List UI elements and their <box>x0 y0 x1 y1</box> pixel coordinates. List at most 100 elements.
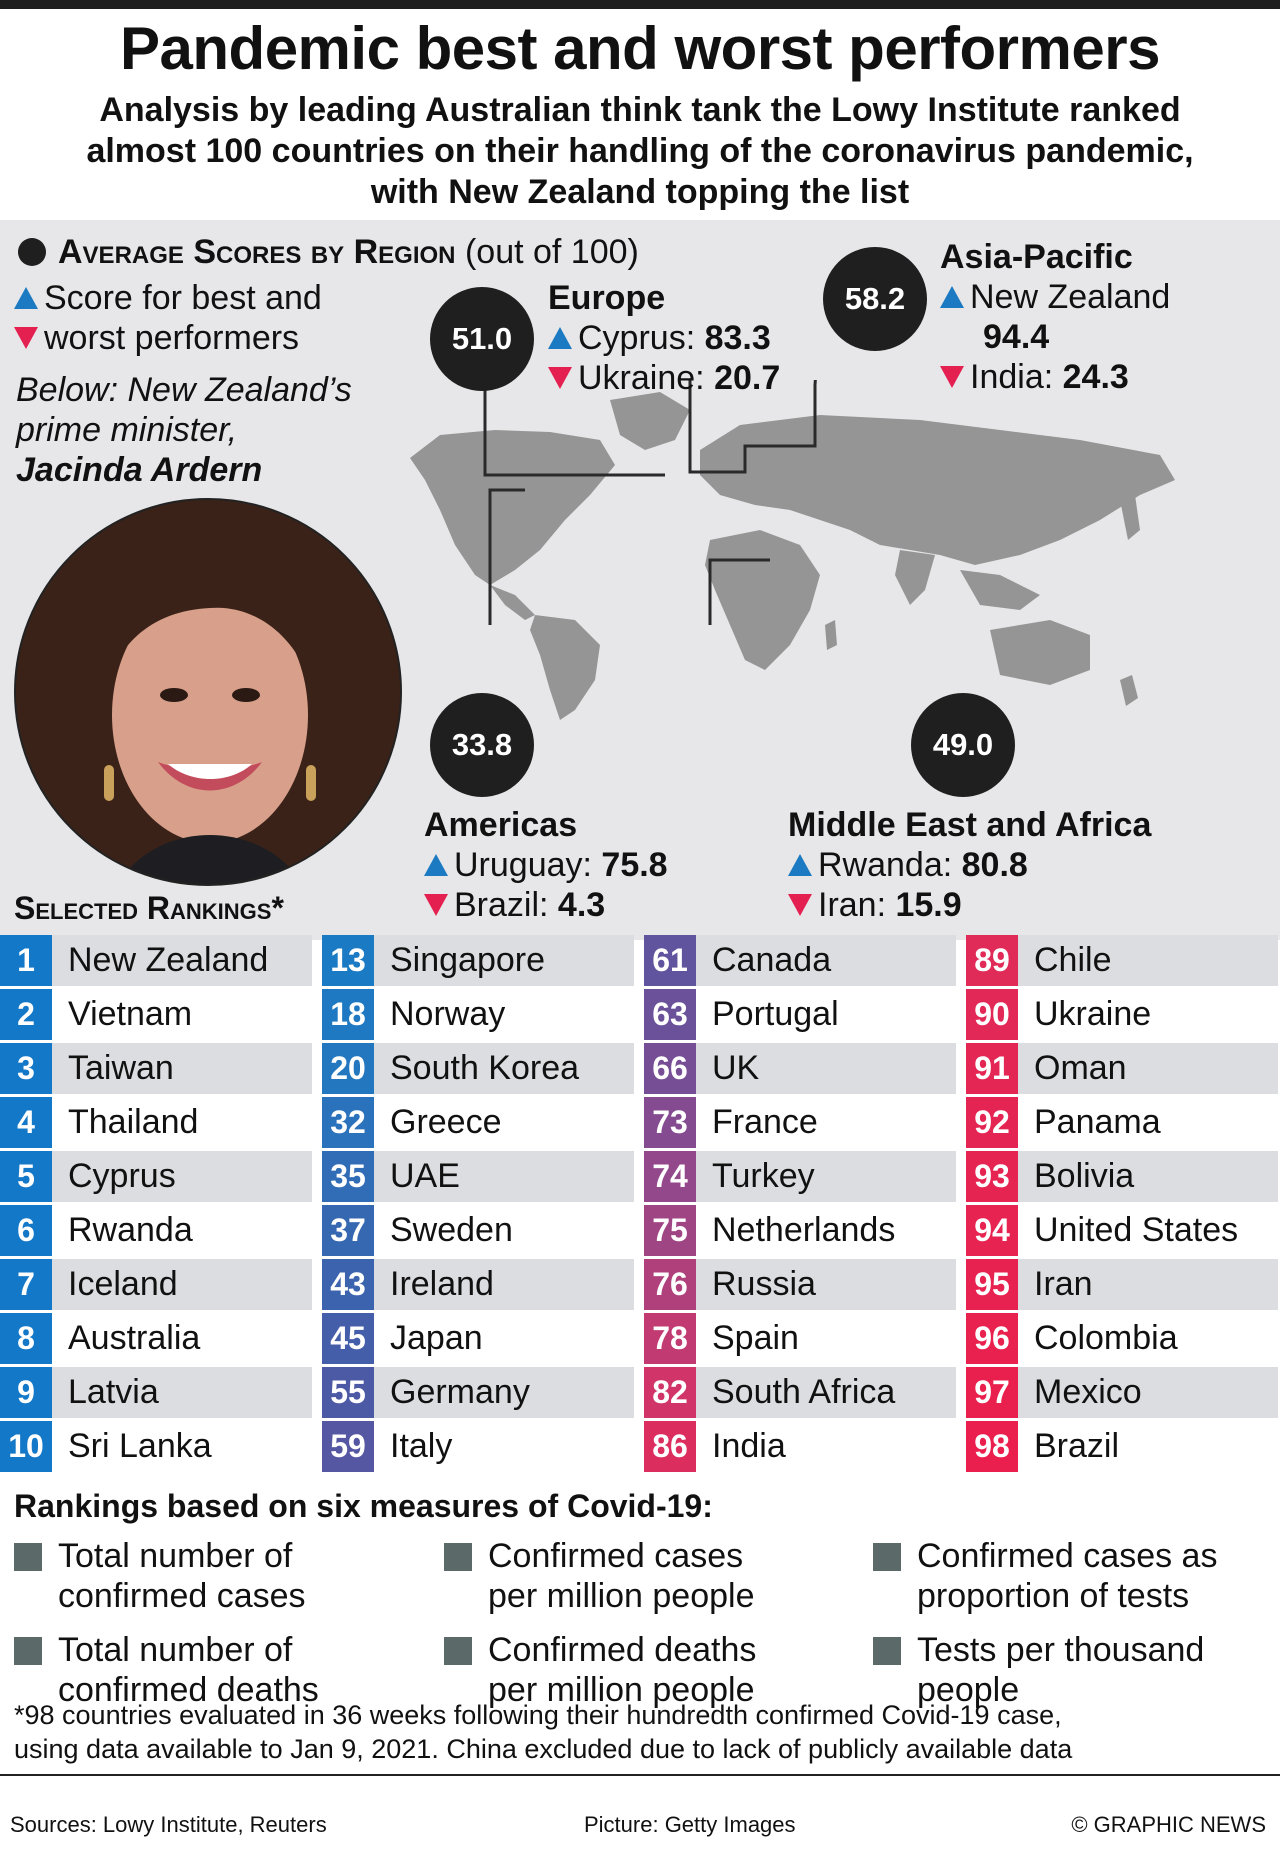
worst-country: India: <box>970 358 1063 396</box>
legend-text: worst performers <box>44 319 300 357</box>
country-name: Vietnam <box>68 995 193 1033</box>
subtitle-line: with New Zealand topping the list <box>370 173 910 211</box>
worst-score: 15.9 <box>895 886 962 924</box>
rank-number: 7 <box>0 1259 52 1310</box>
rank-number: 95 <box>966 1259 1018 1310</box>
footnote-line: *98 countries evaluated in 36 weeks foll… <box>14 1700 1062 1730</box>
region-name: Europe <box>548 279 666 317</box>
rank-number: 97 <box>966 1367 1018 1418</box>
rank-number: 20 <box>322 1043 374 1094</box>
best-worst-legend: Score for best and worst performers <box>14 278 322 358</box>
worst-score: 4.3 <box>557 886 606 924</box>
americas-score-circle: 33.8 <box>430 693 534 797</box>
map-india <box>895 550 935 605</box>
square-icon <box>444 1637 472 1665</box>
measure-text: per million people <box>488 1577 755 1615</box>
country-name: New Zealand <box>52 935 312 986</box>
rank-number: 18 <box>322 989 374 1040</box>
rank-number: 6 <box>0 1205 52 1256</box>
ranking-row: 98 Brazil <box>966 1421 1278 1475</box>
map-new-zealand <box>1120 675 1138 706</box>
triangle-down-icon <box>788 894 812 917</box>
best-country: New Zealand <box>970 278 1171 316</box>
map-europe-asia <box>700 415 1175 565</box>
ranking-row: 63 Portugal <box>644 989 956 1043</box>
country-name: Italy <box>390 1427 453 1465</box>
country-name: Colombia <box>1034 1319 1178 1357</box>
country-name: Bolivia <box>1018 1151 1278 1202</box>
country-name: Netherlands <box>712 1211 896 1249</box>
rank-number: 37 <box>322 1205 374 1256</box>
rank-number: 75 <box>644 1205 696 1256</box>
ranking-row: 78 Spain <box>644 1313 956 1367</box>
square-icon <box>873 1637 901 1665</box>
worst-country: Brazil: <box>454 886 558 924</box>
ranking-row: 1 New Zealand <box>0 935 312 989</box>
rankings-title: Selected Rankings* <box>14 890 284 926</box>
ranking-row: 55 Germany <box>322 1367 634 1421</box>
measure-item: Tests per thousand people <box>873 1630 1204 1710</box>
country-name: Ireland <box>374 1259 634 1310</box>
country-name: Greece <box>390 1103 502 1141</box>
worst-score: 20.7 <box>714 359 781 397</box>
rank-number: 91 <box>966 1043 1018 1094</box>
americas-label-block: Americas Uruguay: 75.8 Brazil: 4.3 <box>424 805 668 925</box>
footnote-line: using data available to Jan 9, 2021. Chi… <box>14 1734 1073 1764</box>
rank-number: 2 <box>0 989 52 1040</box>
ranking-row: 18 Norway <box>322 989 634 1043</box>
measure-text: proportion of tests <box>917 1577 1190 1615</box>
region-name: Middle East and Africa <box>788 806 1152 844</box>
measures-title: Rankings based on six measures of Covid-… <box>14 1488 713 1524</box>
rank-number: 90 <box>966 989 1018 1040</box>
rank-number: 32 <box>322 1097 374 1148</box>
rank-number: 8 <box>0 1313 52 1364</box>
ranking-row: 91 Oman <box>966 1043 1278 1097</box>
measure-text: confirmed cases <box>58 1577 306 1615</box>
worst-score: 24.3 <box>1062 358 1129 396</box>
rank-number: 9 <box>0 1367 52 1418</box>
ranking-row: 94 United States <box>966 1205 1278 1259</box>
asia-label-block: Asia-Pacific New Zealand 94.4 India: 24.… <box>940 237 1170 397</box>
rank-number: 13 <box>322 935 374 986</box>
rank-number: 10 <box>0 1421 52 1472</box>
ranking-row: 8 Australia <box>0 1313 312 1367</box>
worst-country: Ukraine: <box>578 359 715 397</box>
legend-text: Score for best and <box>44 279 322 317</box>
measure-item: Total number of confirmed deaths <box>14 1630 319 1710</box>
rank-number: 82 <box>644 1367 696 1418</box>
asia-leader-line <box>688 380 817 474</box>
ranking-row: 59 Italy <box>322 1421 634 1475</box>
rank-number: 78 <box>644 1313 696 1364</box>
map-southeast-asia <box>960 570 1040 610</box>
map-north-america <box>410 430 615 585</box>
ranking-row: 66 UK <box>644 1043 956 1097</box>
triangle-up-icon <box>940 286 964 309</box>
country-name: Norway <box>390 995 506 1033</box>
square-icon <box>14 1543 42 1571</box>
picture-credit: Picture: Getty Images <box>584 1812 796 1837</box>
ranking-row: 43 Ireland <box>322 1259 634 1313</box>
rankings-table: 1 New Zealand 2 Vietnam 3 Taiwan 4 Thailand 5 Cyp… <box>0 935 1280 1477</box>
country-name: South Africa <box>696 1367 956 1418</box>
country-name: Singapore <box>374 935 634 986</box>
rank-number: 92 <box>966 1097 1018 1148</box>
ranking-row: 74 Turkey <box>644 1151 956 1205</box>
caption-line: Below: New Zealand’s <box>16 371 352 409</box>
mea-leader-line <box>708 558 770 625</box>
region-name: Asia-Pacific <box>940 238 1133 276</box>
map-south-america <box>530 615 600 720</box>
country-name: Japan <box>390 1319 483 1357</box>
best-country: Uruguay: <box>454 846 602 884</box>
worst-country: Iran: <box>818 886 896 924</box>
country-name: Germany <box>374 1367 634 1418</box>
region-name: Americas <box>424 806 578 844</box>
measure-text: Confirmed deaths <box>488 1631 757 1669</box>
rank-number: 63 <box>644 989 696 1040</box>
country-name: Brazil <box>1034 1427 1120 1465</box>
ranking-row: 13 Singapore <box>322 935 634 989</box>
measure-item: Total number of confirmed cases <box>14 1536 306 1616</box>
measure-text: people <box>917 1671 1020 1709</box>
asia-score-circle: 58.2 <box>823 247 927 351</box>
country-name: Sweden <box>390 1211 513 1249</box>
rankings-column: 1 New Zealand 2 Vietnam 3 Taiwan 4 Thailand 5 Cyp… <box>0 935 320 1475</box>
